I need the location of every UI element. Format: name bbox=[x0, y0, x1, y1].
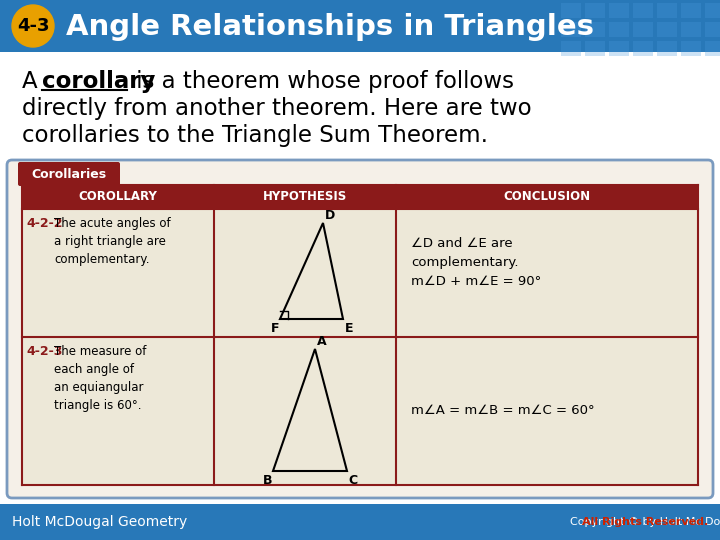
Circle shape bbox=[12, 5, 54, 47]
Bar bbox=[633, 41, 653, 56]
Text: A: A bbox=[22, 70, 45, 93]
Text: Corollaries: Corollaries bbox=[32, 168, 107, 181]
Text: C: C bbox=[348, 474, 357, 487]
Bar bbox=[561, 41, 581, 56]
Bar bbox=[396, 185, 698, 209]
Bar bbox=[633, 3, 653, 18]
Text: corollary: corollary bbox=[42, 70, 156, 93]
Text: B: B bbox=[263, 474, 272, 487]
Text: All Rights Reserved.: All Rights Reserved. bbox=[582, 517, 708, 527]
Text: A: A bbox=[317, 335, 327, 348]
Bar bbox=[585, 3, 605, 18]
Text: is a theorem whose proof follows: is a theorem whose proof follows bbox=[129, 70, 514, 93]
Text: COROLLARY: COROLLARY bbox=[78, 191, 158, 204]
Text: E: E bbox=[345, 322, 354, 335]
Bar bbox=[657, 22, 677, 37]
Bar bbox=[705, 22, 720, 37]
Text: 4-2-3: 4-2-3 bbox=[26, 345, 63, 358]
Bar bbox=[609, 3, 629, 18]
Bar bbox=[705, 41, 720, 56]
Bar bbox=[705, 3, 720, 18]
Bar bbox=[657, 3, 677, 18]
Bar bbox=[585, 22, 605, 37]
Text: The acute angles of
a right triangle are
complementary.: The acute angles of a right triangle are… bbox=[54, 217, 171, 266]
Bar bbox=[633, 22, 653, 37]
Bar bbox=[22, 209, 214, 337]
Bar bbox=[0, 504, 720, 540]
Text: CONCLUSION: CONCLUSION bbox=[503, 191, 590, 204]
Text: Angle Relationships in Triangles: Angle Relationships in Triangles bbox=[66, 13, 594, 41]
Bar bbox=[214, 185, 396, 209]
Text: F: F bbox=[271, 322, 279, 335]
Bar bbox=[214, 337, 396, 485]
Text: 4-2-2: 4-2-2 bbox=[26, 217, 63, 230]
Bar bbox=[561, 3, 581, 18]
Bar bbox=[214, 209, 396, 337]
Bar bbox=[585, 41, 605, 56]
Text: corollaries to the Triangle Sum Theorem.: corollaries to the Triangle Sum Theorem. bbox=[22, 124, 488, 147]
Bar bbox=[609, 22, 629, 37]
Bar bbox=[396, 337, 698, 485]
Bar bbox=[681, 3, 701, 18]
Bar bbox=[0, 52, 720, 504]
Text: directly from another theorem. Here are two: directly from another theorem. Here are … bbox=[22, 97, 531, 120]
FancyBboxPatch shape bbox=[7, 160, 713, 498]
Bar bbox=[22, 185, 214, 209]
Text: Copyright © by Holt Mc Dougal.: Copyright © by Holt Mc Dougal. bbox=[570, 517, 720, 527]
Bar bbox=[396, 209, 698, 337]
Bar bbox=[681, 22, 701, 37]
Bar bbox=[657, 41, 677, 56]
Bar bbox=[561, 22, 581, 37]
Text: ∠D and ∠E are
complementary.
m∠D + m∠E = 90°: ∠D and ∠E are complementary. m∠D + m∠E =… bbox=[411, 237, 541, 288]
FancyBboxPatch shape bbox=[18, 162, 120, 186]
Text: D: D bbox=[325, 209, 336, 222]
Bar bbox=[681, 41, 701, 56]
Text: 4-3: 4-3 bbox=[17, 17, 49, 35]
Text: HYPOTHESIS: HYPOTHESIS bbox=[263, 191, 347, 204]
Bar bbox=[22, 337, 214, 485]
Text: Holt McDougal Geometry: Holt McDougal Geometry bbox=[12, 515, 187, 529]
Bar bbox=[0, 0, 720, 52]
Text: The measure of
each angle of
an equiangular
triangle is 60°.: The measure of each angle of an equiangu… bbox=[54, 345, 146, 412]
Bar bbox=[609, 41, 629, 56]
Text: m∠A = m∠B = m∠C = 60°: m∠A = m∠B = m∠C = 60° bbox=[411, 404, 595, 417]
